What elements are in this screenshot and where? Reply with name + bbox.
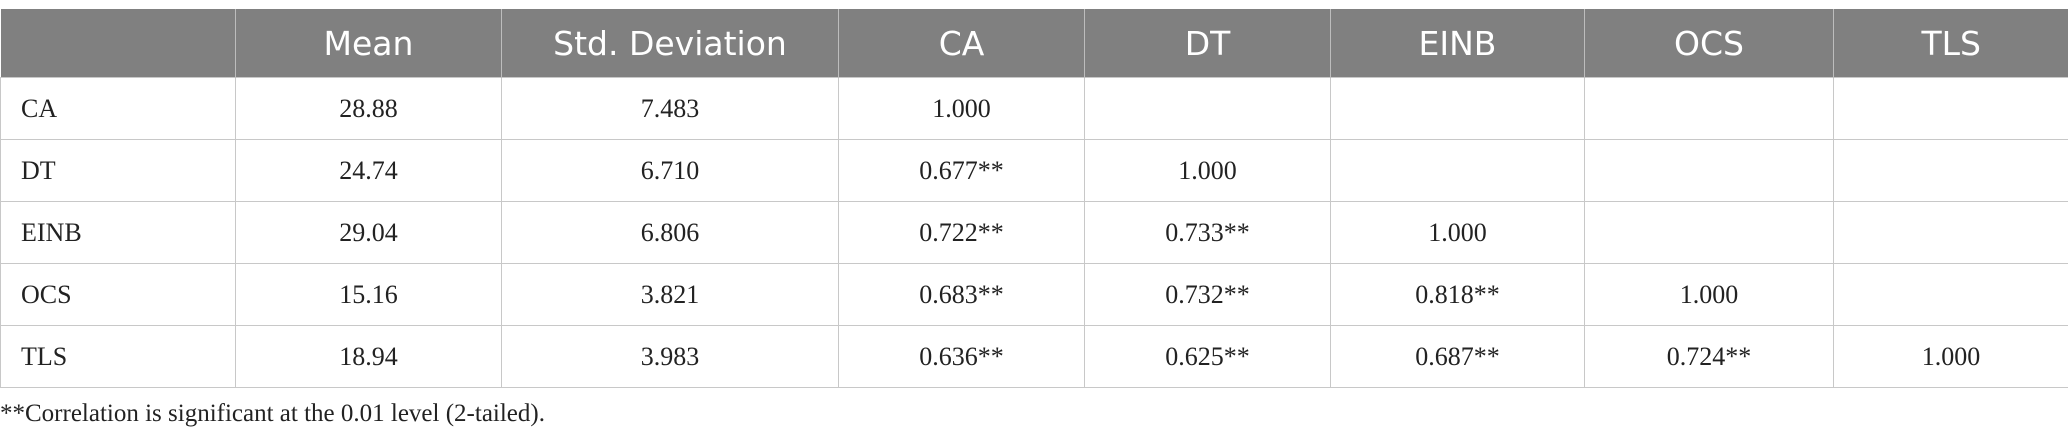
cell: 1.000 bbox=[1833, 325, 2068, 388]
table-row: DT 24.74 6.710 0.677** 1.000 bbox=[0, 139, 2068, 202]
empty-cell bbox=[1833, 201, 2068, 264]
cell: 1.000 bbox=[1330, 201, 1585, 264]
table-row: TLS 18.94 3.983 0.636** 0.625** 0.687** 0.724*… bbox=[0, 325, 2068, 388]
row-label: CA bbox=[0, 77, 236, 140]
cell: 6.806 bbox=[501, 201, 839, 264]
table-row: EINB 29.04 6.806 0.722** 0.733** 1.000 bbox=[0, 201, 2068, 264]
empty-cell bbox=[1584, 77, 1834, 140]
cell: 0.733** bbox=[1084, 201, 1331, 264]
cell: 0.732** bbox=[1084, 263, 1331, 326]
header-cell: Std. Deviation bbox=[501, 9, 839, 78]
empty-cell bbox=[1833, 263, 2068, 326]
cell: 0.683** bbox=[838, 263, 1085, 326]
cell: 18.94 bbox=[235, 325, 502, 388]
row-label: OCS bbox=[0, 263, 236, 326]
empty-cell bbox=[1084, 77, 1331, 140]
cell: 0.636** bbox=[838, 325, 1085, 388]
header-cell: Mean bbox=[235, 9, 502, 78]
row-label: EINB bbox=[0, 201, 236, 264]
cell: 1.000 bbox=[1084, 139, 1331, 202]
cell: 0.724** bbox=[1584, 325, 1834, 388]
header-cell: OCS bbox=[1584, 9, 1834, 78]
cell: 0.677** bbox=[838, 139, 1085, 202]
header-cell: CA bbox=[838, 9, 1085, 78]
cell: 3.983 bbox=[501, 325, 839, 388]
cell: 7.483 bbox=[501, 77, 839, 140]
cell: 0.625** bbox=[1084, 325, 1331, 388]
cell: 0.818** bbox=[1330, 263, 1585, 326]
empty-cell bbox=[1584, 139, 1834, 202]
cell: 6.710 bbox=[501, 139, 839, 202]
table-row: OCS 15.16 3.821 0.683** 0.732** 0.818** 1.000 bbox=[0, 263, 2068, 326]
header-cell: EINB bbox=[1330, 9, 1585, 78]
cell: 15.16 bbox=[235, 263, 502, 326]
footnote: **Correlation is significant at the 0.01… bbox=[0, 400, 545, 427]
correlation-table: Mean Std. Deviation CA DT EINB OCS TLS CA 28.88… bbox=[0, 9, 2068, 388]
header-row: Mean Std. Deviation CA DT EINB OCS TLS bbox=[0, 9, 2068, 78]
cell: 1.000 bbox=[1584, 263, 1834, 326]
corner-cell bbox=[0, 9, 236, 78]
cell: 0.722** bbox=[838, 201, 1085, 264]
cell: 24.74 bbox=[235, 139, 502, 202]
header-cell: TLS bbox=[1833, 9, 2068, 78]
row-label: DT bbox=[0, 139, 236, 202]
cell: 3.821 bbox=[501, 263, 839, 326]
empty-cell bbox=[1833, 77, 2068, 140]
empty-cell bbox=[1584, 201, 1834, 264]
cell: 29.04 bbox=[235, 201, 502, 264]
cell: 1.000 bbox=[838, 77, 1085, 140]
cell: 0.687** bbox=[1330, 325, 1585, 388]
cell: 28.88 bbox=[235, 77, 502, 140]
header-cell: DT bbox=[1084, 9, 1331, 78]
row-label: TLS bbox=[0, 325, 236, 388]
empty-cell bbox=[1330, 77, 1585, 140]
empty-cell bbox=[1330, 139, 1585, 202]
table-row: CA 28.88 7.483 1.000 bbox=[0, 77, 2068, 140]
table-body: CA 28.88 7.483 1.000 DT 24.74 6.710 0.677** 1.00… bbox=[0, 77, 2068, 388]
empty-cell bbox=[1833, 139, 2068, 202]
